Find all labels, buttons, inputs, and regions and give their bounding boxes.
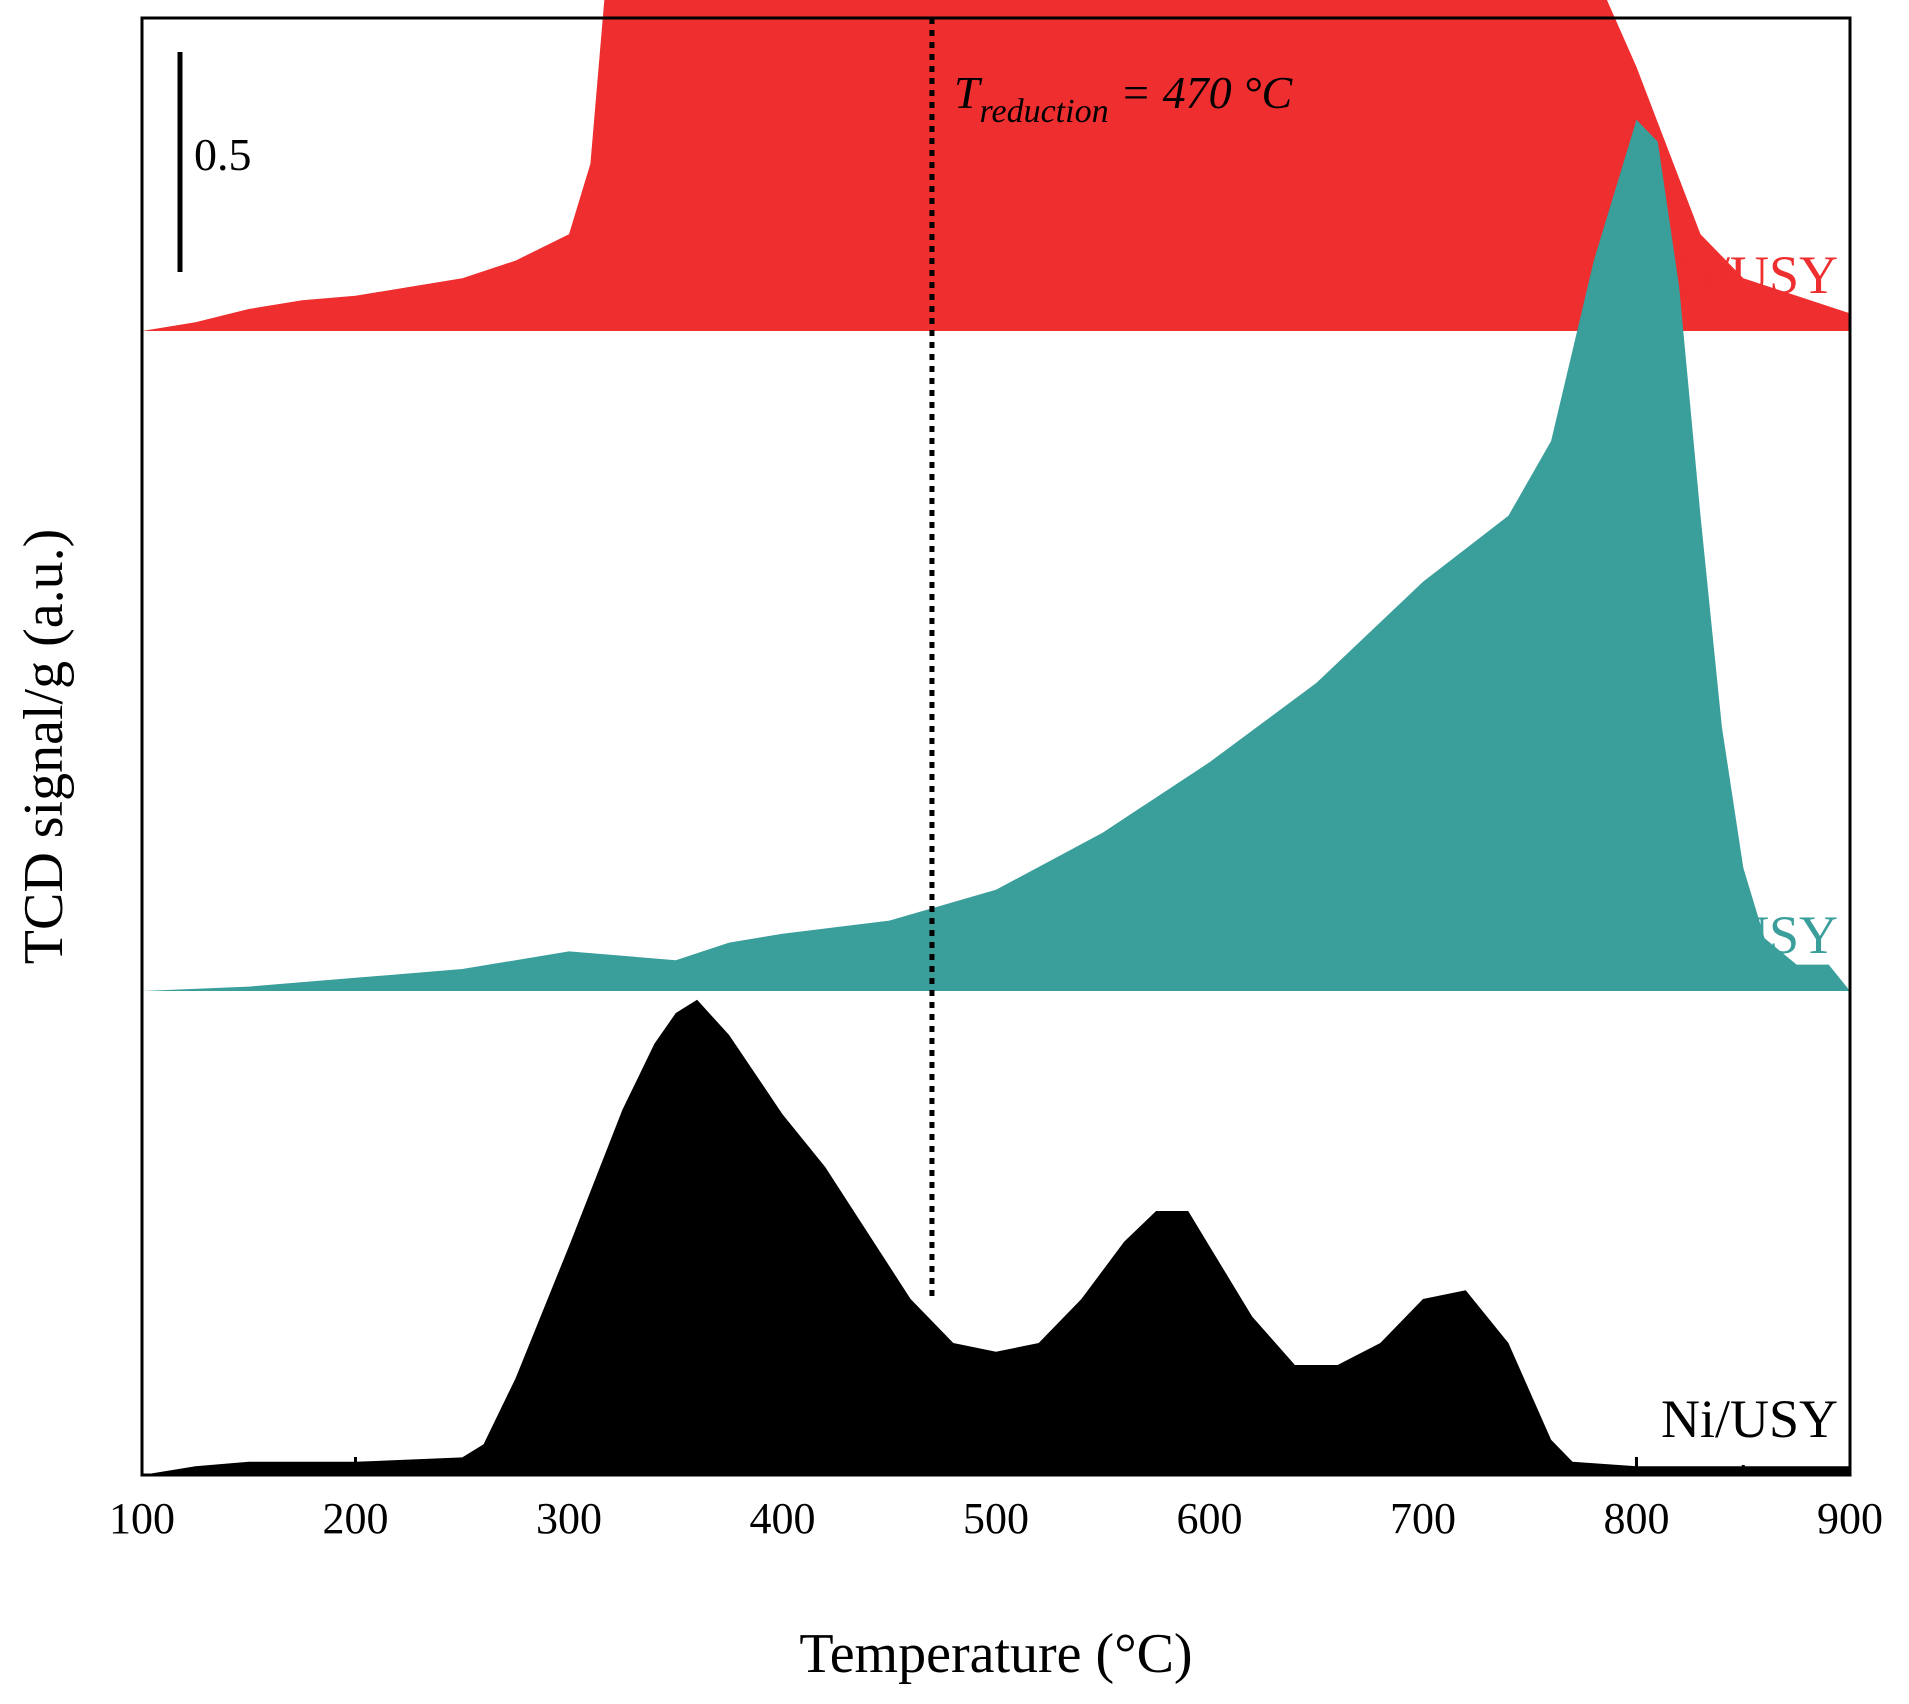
y-axis-title: TCD signal/g (a.u.) xyxy=(13,529,75,964)
x-axis-ticks: 100 200 300 400 500 600 700 800 900 xyxy=(109,1457,1883,1543)
series-area-ni-ca-usy xyxy=(142,0,1850,331)
reduction-label-symbol: T xyxy=(954,67,983,118)
reduction-temperature-label: Treduction = 470 °C xyxy=(954,67,1294,130)
series-label-ni-mg-usy: Ni-Mg/USY xyxy=(1568,905,1838,965)
x-tick-label-700: 700 xyxy=(1390,1494,1456,1543)
x-tick-label-900: 900 xyxy=(1817,1494,1883,1543)
x-tick-label-300: 300 xyxy=(536,1494,602,1543)
x-tick-label-400: 400 xyxy=(750,1494,816,1543)
x-tick-label-500: 500 xyxy=(963,1494,1029,1543)
reduction-label-subscript: reduction xyxy=(980,93,1109,130)
x-tick-label-800: 800 xyxy=(1604,1494,1670,1543)
x-tick-label-200: 200 xyxy=(323,1494,389,1543)
scale-bar-label: 0.5 xyxy=(194,129,252,180)
scale-bar: 0.5 xyxy=(177,52,252,272)
x-tick-label-600: 600 xyxy=(1177,1494,1243,1543)
reduction-label-value: = 470 °C xyxy=(1109,67,1294,118)
x-tick-label-100: 100 xyxy=(109,1494,175,1543)
series-area-ni-usy xyxy=(142,999,1850,1475)
series-area-ni-mg-usy xyxy=(142,119,1850,992)
series-label-ni-usy: Ni/USY xyxy=(1661,1389,1838,1449)
x-axis-title: Temperature (°C) xyxy=(799,1623,1192,1685)
